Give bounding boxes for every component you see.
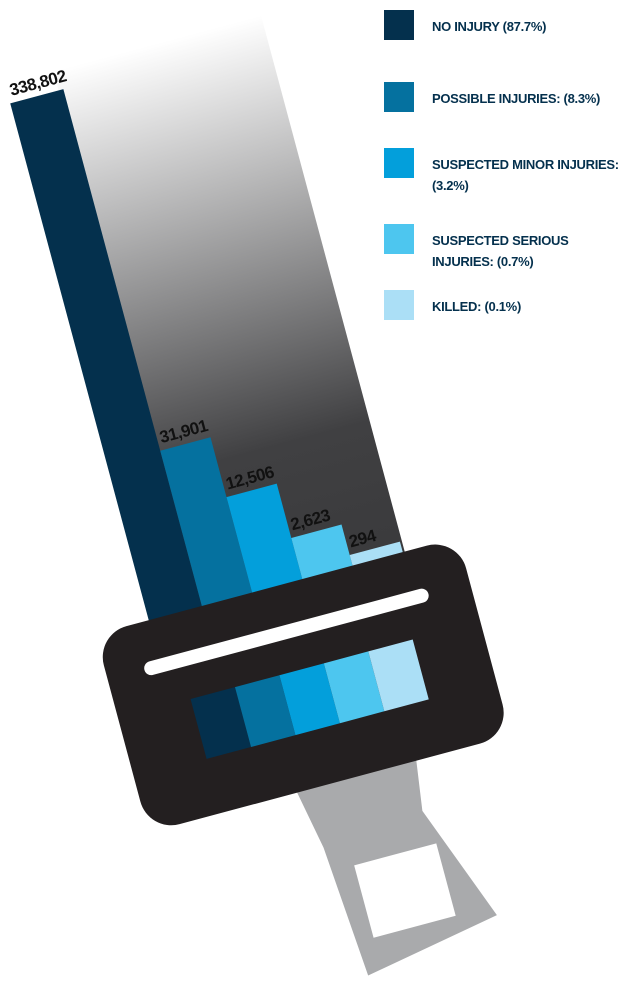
bar [160,437,254,611]
legend-label: POSSIBLE INJURIES: (8.3%) [432,91,601,106]
legend-swatch [384,224,414,254]
buckle-swatch [279,663,340,736]
legend-swatch [384,290,414,320]
buckle-swatch [323,651,385,724]
strap [53,15,406,613]
legend-label: SUSPECTED MINOR INJURIES: (3.2%) [432,157,619,193]
legend-swatch [384,10,414,40]
buckle-swatch [234,675,296,748]
legend-label: SUSPECTED SERIOUS INJURIES: (0.7%) [432,233,569,269]
legend-label: NO INJURY (87.7%) [432,19,547,34]
buckle-tongue [288,740,497,976]
legend-label: KILLED: (0.1%) [432,299,521,314]
buckle [102,544,504,826]
legend-swatch [384,148,414,178]
bar [226,483,304,598]
bar [291,524,354,584]
bar [10,89,204,625]
buckle-swatch [368,639,429,712]
legend-swatch [384,82,414,112]
buckle-swatch [190,687,252,759]
